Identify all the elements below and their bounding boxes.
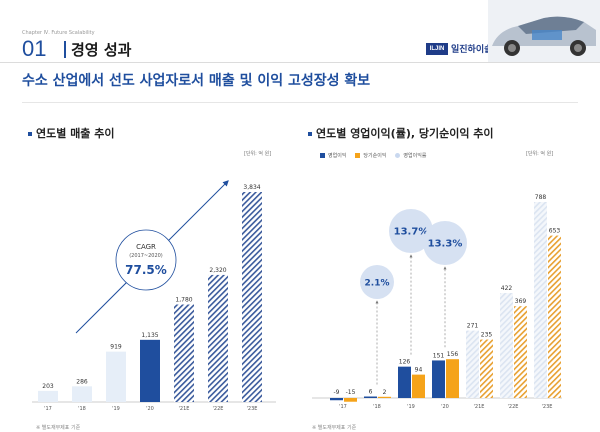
operating-profit-label: 271 bbox=[467, 323, 479, 330]
operating-profit-label: -9 bbox=[334, 389, 340, 396]
revenue-chart-title-text: 연도별 매출 추이 bbox=[36, 127, 115, 140]
margin-label: 13.3% bbox=[428, 239, 463, 250]
operating-profit-bar bbox=[330, 398, 343, 401]
net-income-bar bbox=[446, 359, 459, 398]
title-bullet bbox=[308, 132, 312, 136]
revenue-tick-label: '21E bbox=[179, 406, 190, 412]
legend-label: 당기순이익 bbox=[363, 153, 387, 159]
company-logo-text: 일진하이솔루스 bbox=[451, 45, 509, 55]
operating-profit-bar bbox=[364, 396, 377, 398]
net-income-label: 156 bbox=[447, 351, 459, 358]
profit-tick-label: '21E bbox=[474, 404, 485, 410]
revenue-bar bbox=[208, 274, 228, 402]
revenue-tick-label: '18 bbox=[78, 406, 86, 412]
profit-footnote: ※ 별도재무제표 기준 bbox=[312, 425, 357, 431]
revenue-data-label: 286 bbox=[76, 378, 88, 385]
revenue-data-label: 3,834 bbox=[243, 184, 260, 191]
net-income-bar bbox=[344, 398, 357, 402]
operating-profit-label: 126 bbox=[399, 359, 411, 366]
revenue-bar bbox=[72, 386, 92, 402]
operating-profit-bar bbox=[466, 330, 479, 398]
revenue-tick-label: '19 bbox=[112, 406, 120, 412]
revenue-data-label: 1,135 bbox=[141, 332, 158, 339]
cagr-bubble bbox=[115, 229, 177, 291]
legend-item-operating-margin: 영업이익률 bbox=[395, 152, 426, 159]
headline-divider bbox=[22, 102, 578, 103]
revenue-footnote: ※ 별도재무제표 기준 bbox=[36, 425, 81, 431]
margin-bubble bbox=[389, 209, 433, 253]
operating-profit-bar bbox=[534, 202, 547, 398]
legend-swatch bbox=[320, 153, 325, 158]
profit-tick-label: '20 bbox=[441, 404, 449, 410]
net-income-bar bbox=[480, 339, 493, 398]
revenue-data-label: 2,320 bbox=[209, 267, 226, 274]
operating-profit-bar bbox=[500, 293, 513, 398]
profit-tick-label: '22E bbox=[508, 404, 519, 410]
profit-tick-label: '19 bbox=[407, 404, 415, 410]
cagr-period: (2017~2020) bbox=[129, 253, 163, 259]
net-income-bar bbox=[412, 374, 425, 398]
header-divider bbox=[0, 62, 600, 63]
operating-profit-bar bbox=[398, 366, 411, 398]
revenue-tick-label: '22E bbox=[213, 406, 224, 412]
margin-bubble bbox=[360, 265, 394, 299]
revenue-tick-label: '17 bbox=[44, 406, 52, 412]
profit-tick-label: '17 bbox=[339, 404, 347, 410]
margin-label: 13.7% bbox=[394, 227, 429, 238]
operating-profit-label: 788 bbox=[535, 194, 547, 201]
revenue-bar bbox=[174, 304, 194, 402]
profit-tick-label: '23E bbox=[542, 404, 553, 410]
operating-profit-label: 422 bbox=[501, 285, 513, 292]
net-income-label: 369 bbox=[515, 298, 527, 305]
revenue-bar bbox=[106, 351, 126, 402]
legend-item-operating-profit: 영업이익 bbox=[320, 152, 346, 159]
profit-chart-title: 연도별 영업이익(률), 당기순이익 추이 bbox=[308, 125, 494, 141]
margin-bubble bbox=[423, 221, 467, 265]
net-income-label: 94 bbox=[415, 367, 423, 374]
revenue-tick-label: '20 bbox=[146, 406, 154, 412]
legend-item-net-income: 당기순이익 bbox=[355, 152, 386, 159]
revenue-bar bbox=[38, 390, 58, 402]
section-divider bbox=[64, 41, 66, 58]
legend-label: 영업이익률 bbox=[403, 153, 427, 159]
revenue-tick-label: '23E bbox=[247, 406, 258, 412]
net-income-bar bbox=[514, 306, 527, 398]
net-income-label: 653 bbox=[549, 228, 561, 235]
operating-profit-label: 151 bbox=[433, 352, 445, 359]
net-income-bar bbox=[378, 396, 391, 398]
revenue-bar bbox=[140, 339, 160, 402]
revenue-chart: 203 '17 286 '18 919 '19 1,135 '20 1,780 '21E 2,320… bbox=[32, 180, 276, 412]
cagr-value: 77.5% bbox=[125, 263, 167, 277]
title-bullet bbox=[28, 132, 32, 136]
revenue-bar bbox=[242, 192, 262, 402]
company-logo-mark: ILJIN bbox=[426, 43, 448, 55]
profit-unit-label: [단위: 억 원] bbox=[526, 151, 554, 157]
net-income-label: 2 bbox=[383, 389, 387, 396]
revenue-chart-title: 연도별 매출 추이 bbox=[28, 125, 115, 141]
section-number: 01 bbox=[22, 36, 47, 61]
operating-profit-label: 6 bbox=[369, 389, 373, 396]
revenue-data-label: 919 bbox=[110, 344, 122, 351]
fuel-cell-vehicle-image bbox=[488, 0, 600, 62]
section-title: 경영 성과 bbox=[71, 41, 132, 59]
legend-label: 영업이익 bbox=[328, 153, 347, 159]
net-income-label: -15 bbox=[346, 389, 356, 396]
net-income-label: 235 bbox=[481, 332, 493, 339]
operating-profit-bar bbox=[432, 360, 445, 398]
net-income-bar bbox=[548, 235, 561, 398]
profit-chart-title-text: 연도별 영업이익(률), 당기순이익 추이 bbox=[316, 127, 494, 140]
revenue-data-label: 203 bbox=[42, 383, 54, 390]
profit-legend: 영업이익 당기순이익 영업이익률 bbox=[320, 152, 426, 159]
chapter-label: Chapter Ⅳ. Future Scalability bbox=[22, 30, 95, 36]
profit-tick-label: '18 bbox=[373, 404, 381, 410]
page-headline: 수소 산업에서 선도 사업자로서 매출 및 이익 고성장성 확보 bbox=[22, 73, 371, 89]
revenue-unit-label: [단위: 억 원] bbox=[244, 151, 272, 157]
legend-swatch bbox=[395, 153, 401, 158]
revenue-data-label: 1,780 bbox=[175, 297, 192, 304]
legend-swatch bbox=[355, 153, 361, 158]
cagr-label: CAGR bbox=[136, 243, 156, 251]
margin-label: 2.1% bbox=[365, 279, 390, 289]
